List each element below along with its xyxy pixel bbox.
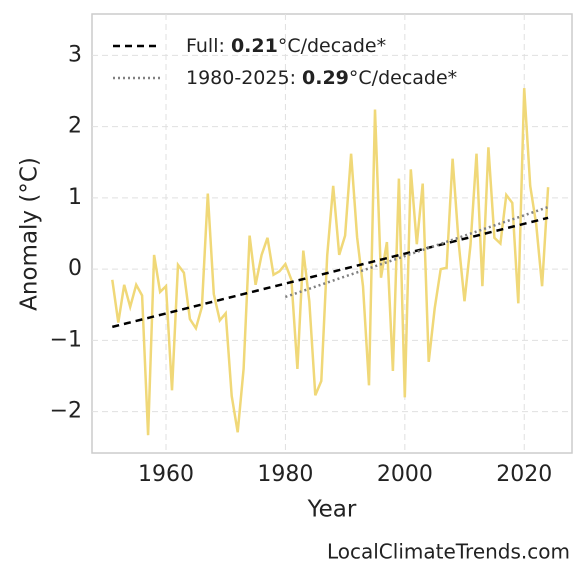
x-tick-label: 1980 <box>257 462 313 487</box>
y-tick-label: 2 <box>68 114 82 139</box>
legend-text-part: °C/decade* <box>278 35 386 57</box>
data-line <box>111 88 550 436</box>
y-tick-label: 1 <box>68 185 82 210</box>
y-tick-label: −1 <box>50 327 82 352</box>
x-tick-label: 2020 <box>496 462 552 487</box>
x-axis-label: Year <box>307 497 357 523</box>
y-tick-label: 0 <box>68 256 82 281</box>
y-tick-label: −2 <box>50 399 82 424</box>
y-tick-label: 3 <box>68 42 82 67</box>
legend-label: 1980-2025: 0.29°C/decade* <box>186 67 457 89</box>
y-axis-label: Anomaly (°C) <box>17 157 43 311</box>
legend-text-part: 0.21 <box>231 35 278 57</box>
legend-label: Full: 0.21°C/decade* <box>186 35 386 57</box>
watermark: LocalClimateTrends.com <box>327 540 570 564</box>
x-tick-label: 2000 <box>377 462 433 487</box>
trend-line <box>111 216 549 329</box>
legend-text-part: °C/decade* <box>349 67 457 89</box>
plot-frame <box>91 13 573 454</box>
trend-line <box>284 205 549 299</box>
legend-text-part: Full: <box>186 35 231 57</box>
legend-text-part: 1980-2025: <box>186 67 302 89</box>
legend-text-part: 0.29 <box>302 67 349 89</box>
x-tick-label: 1960 <box>138 462 194 487</box>
